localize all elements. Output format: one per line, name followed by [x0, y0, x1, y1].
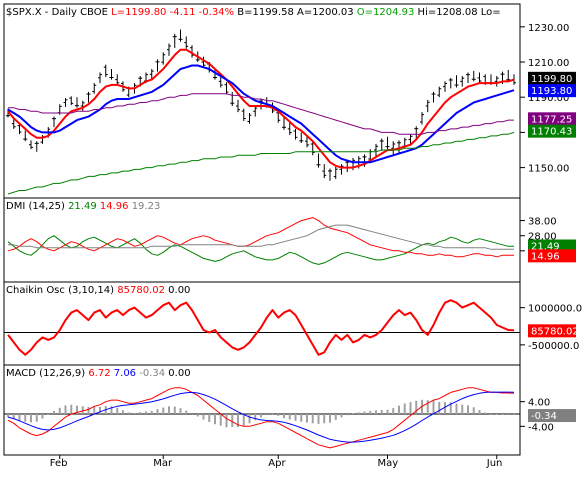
dmi-header-item: (14,25) [25, 201, 65, 212]
price-tick-label: 1210.00 [528, 58, 569, 69]
price-series-line [8, 93, 514, 135]
x-tick-label: Jun [486, 458, 503, 469]
chaikin-header-item: 0.00 [165, 285, 190, 296]
macd-header-item: (12,26,9) [36, 368, 85, 379]
price-header-item: A=1200.03 [294, 7, 354, 18]
macd-header-item: 0.00 [165, 368, 190, 379]
dmi-series-line [7, 217, 514, 258]
dmi-series-line [8, 224, 514, 250]
price-value-label-box [528, 84, 576, 98]
dmi-value-label: 21.49 [531, 242, 560, 253]
dmi-tick-label: 38.00 [528, 217, 557, 228]
price-value-label-box [528, 112, 576, 126]
chaikin-header-item: Chaikin Osc [6, 285, 65, 296]
price-header-item: B=1199.58 [234, 7, 294, 18]
price-header-item: Lo= [478, 7, 501, 18]
chaikin-header: Chaikin Osc (3,10,14) 85780.02 0.00 [6, 285, 190, 296]
x-tick-label: May [378, 458, 399, 469]
macd-value-label: -0.34 [531, 411, 557, 422]
chaikin-tick-label: 1000000.0 [528, 304, 582, 315]
chaikin-header-item: (3,10,14) [65, 285, 114, 296]
macd-tick-label: -4.00 [528, 422, 554, 433]
x-tick-label: Feb [50, 458, 68, 469]
chaikin-tick-label: -500000.0 [528, 341, 579, 352]
chaikin-value-label: 85780.02 [531, 326, 579, 337]
x-tick-label: Apr [268, 458, 286, 469]
macd-header-item: 6.72 [85, 368, 110, 379]
macd-header-item: MACD [6, 368, 36, 379]
price-header-item: -4.11 [166, 7, 195, 18]
price-header-item: Hi=1208.08 [414, 7, 477, 18]
macd-header-item: 7.06 [111, 368, 136, 379]
macd-value-label-box [528, 409, 576, 423]
macd-series-line [7, 391, 515, 443]
price-header-item: -0.34% [195, 7, 234, 18]
dmi-header-item: 14.96 [97, 201, 129, 212]
chaikin-series-line [7, 299, 515, 356]
macd-header: MACD (12,26,9) 6.72 7.06 -0.34 0.00 [6, 368, 191, 379]
price-value-label: 1193.80 [531, 86, 572, 97]
x-tick-label: Mar [153, 458, 173, 469]
price-panel[interactable]: 1150.001170.001190.001210.001230.001199.… [3, 3, 576, 199]
macd-series-line [7, 387, 515, 449]
dmi-header-item: DMI [6, 201, 25, 212]
dmi-header: DMI (14,25) 21.49 14.96 19.23 [6, 201, 160, 212]
chaikin-value-label-box [528, 324, 576, 338]
dmi-tick-label: 28.00 [528, 232, 557, 243]
price-header-item: $SPX.X - Daily [6, 7, 77, 18]
price-value-label-box [528, 71, 576, 85]
chaikin-header-item: 85780.02 [114, 285, 165, 296]
price-series-line [7, 64, 515, 164]
price-tick-label: 1150.00 [528, 164, 569, 175]
x-axis: Feb Mar Apr May Jun [4, 454, 520, 469]
price-header-item: CBOE [77, 7, 108, 18]
price-tick-label: 1230.00 [528, 23, 569, 34]
dmi-value-label: 14.96 [531, 251, 560, 262]
price-header: $SPX.X - Daily CBOE L=1199.80 -4.11 -0.3… [6, 7, 501, 18]
price-tick-label: 1190.00 [528, 93, 569, 104]
price-value-label: 1177.25 [531, 114, 572, 125]
dmi-header-item: 19.23 [129, 201, 161, 212]
price-series-line [7, 131, 515, 195]
price-value-label: 1199.80 [531, 74, 572, 85]
price-value-label-box [528, 124, 576, 138]
price-value-label: 1170.43 [531, 127, 572, 138]
price-header-item: L=1199.80 [108, 7, 166, 18]
price-header-item: O=1204.93 [354, 7, 415, 18]
macd-tick-label: 4.00 [528, 398, 550, 409]
dmi-header-item: 21.49 [65, 201, 97, 212]
dmi-value-label-box [528, 239, 576, 253]
dmi-value-label-box [528, 249, 576, 263]
macd-header-item: -0.34 [136, 368, 165, 379]
dmi-series-line [7, 235, 514, 265]
price-series-line [7, 48, 515, 169]
